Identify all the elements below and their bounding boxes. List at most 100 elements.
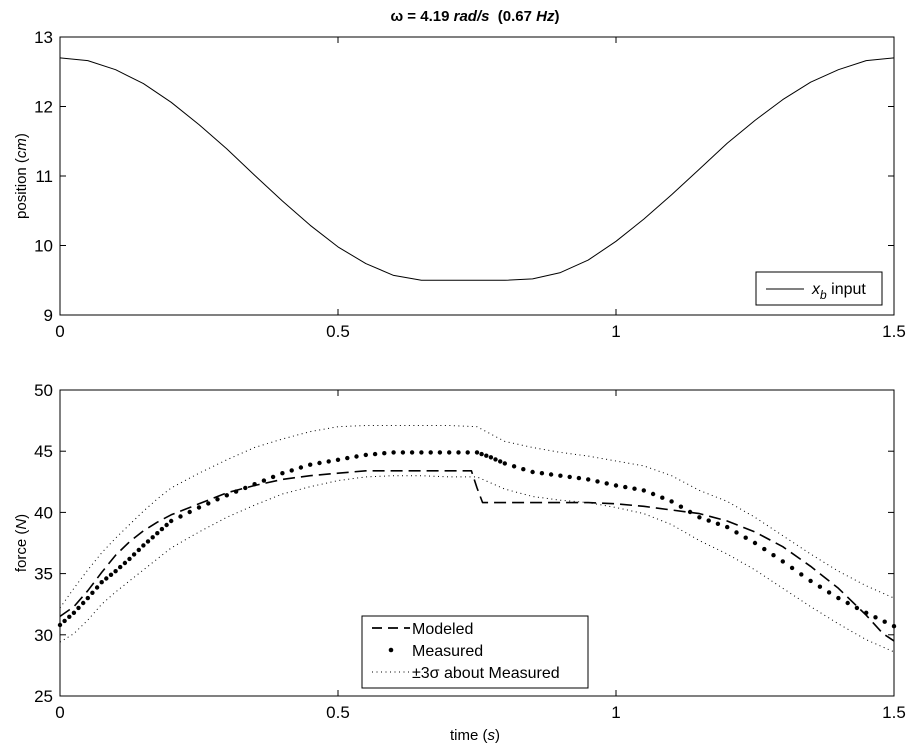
data-point-measured bbox=[99, 580, 104, 585]
data-point-measured bbox=[632, 486, 637, 491]
data-point-measured bbox=[743, 535, 748, 540]
x-axis-label-time: time (s) bbox=[450, 727, 500, 744]
data-point-measured bbox=[521, 467, 526, 472]
data-point-measured bbox=[136, 547, 141, 553]
y-tick-label: 45 bbox=[34, 442, 53, 461]
data-point-measured bbox=[71, 610, 77, 615]
data-point-measured bbox=[131, 552, 137, 557]
data-point-measured bbox=[474, 450, 480, 455]
legend-label-measured: Measured bbox=[412, 643, 483, 660]
data-point-measured bbox=[548, 472, 554, 477]
data-point-measured bbox=[502, 461, 507, 466]
x-tick-label: 1 bbox=[611, 703, 620, 722]
data-point-measured bbox=[762, 546, 767, 552]
data-point-measured bbox=[57, 622, 63, 628]
plot-area-bottom bbox=[59, 389, 895, 697]
data-point-measured bbox=[511, 464, 517, 469]
data-point-measured bbox=[498, 459, 503, 464]
data-point-measured bbox=[845, 600, 850, 606]
data-point-measured bbox=[808, 578, 813, 584]
data-point-measured bbox=[206, 501, 211, 506]
x-tick-label: 0.5 bbox=[326, 322, 350, 341]
data-point-measured bbox=[326, 459, 331, 464]
data-point-measured bbox=[382, 451, 387, 456]
y-tick-label: 13 bbox=[34, 28, 53, 47]
y-tick-label: 12 bbox=[34, 98, 53, 117]
y-tick-label: 10 bbox=[34, 237, 53, 256]
data-point-measured bbox=[456, 450, 461, 455]
y-axis-label-position: position (cm) bbox=[13, 133, 30, 219]
x-tick-label: 1 bbox=[611, 322, 620, 341]
data-point-measured bbox=[113, 569, 118, 574]
data-point-measured bbox=[252, 482, 257, 487]
legend-label-3sigma: ±3σ about Measured bbox=[412, 665, 560, 682]
data-point-measured bbox=[678, 504, 684, 509]
data-point-measured bbox=[354, 454, 359, 459]
data-point-measured bbox=[127, 556, 132, 562]
data-point-measured bbox=[780, 559, 785, 564]
x-tick-label: 1.5 bbox=[882, 703, 906, 722]
data-point-measured bbox=[155, 531, 160, 536]
data-point-measured bbox=[372, 451, 378, 457]
data-point-measured bbox=[108, 572, 114, 577]
data-point-measured bbox=[715, 521, 721, 526]
data-point-measured bbox=[641, 488, 646, 493]
data-point-measured bbox=[169, 518, 174, 524]
data-point-measured bbox=[335, 457, 341, 462]
data-point-measured bbox=[854, 605, 860, 611]
data-point-measured bbox=[576, 475, 582, 481]
axis-ticks-bottom: 0 0.5 1 1.5 25 30 35 40 45 50 bbox=[34, 381, 906, 722]
data-point-measured bbox=[493, 457, 498, 462]
y-tick-label: 11 bbox=[35, 167, 53, 186]
data-point-measured bbox=[687, 509, 693, 515]
legend-label-modeled: Modeled bbox=[412, 621, 473, 638]
data-point-measured bbox=[141, 543, 146, 548]
x-tick-label: 0 bbox=[55, 703, 64, 722]
y-tick-label: 35 bbox=[34, 565, 53, 584]
data-point-measured bbox=[650, 491, 656, 497]
y-tick-label: 25 bbox=[34, 687, 53, 706]
data-point-measured bbox=[799, 572, 804, 577]
y-tick-label: 9 bbox=[44, 306, 53, 325]
data-point-measured bbox=[104, 576, 109, 581]
data-point-measured bbox=[595, 479, 600, 484]
data-point-measured bbox=[289, 468, 294, 473]
data-point-measured bbox=[187, 509, 192, 515]
data-point-measured bbox=[317, 460, 322, 466]
data-point-measured bbox=[261, 478, 267, 483]
data-point-measured bbox=[178, 514, 183, 519]
data-point-measured bbox=[164, 522, 169, 528]
legend-box-bottom bbox=[361, 615, 589, 689]
data-point-measured bbox=[224, 493, 229, 498]
data-point-measured bbox=[613, 483, 619, 488]
legend-bottom: Modeled Measured ±3σ about Measured bbox=[361, 615, 589, 689]
data-point-measured bbox=[706, 518, 711, 523]
data-point-measured bbox=[345, 455, 350, 461]
x-tick-label: 0 bbox=[55, 322, 64, 341]
series-points-measured bbox=[57, 450, 897, 629]
y-tick-label: 40 bbox=[34, 503, 53, 522]
data-point-measured bbox=[586, 477, 591, 482]
data-point-measured bbox=[465, 450, 470, 455]
data-point-measured bbox=[437, 450, 443, 455]
y-axis-label-force: force (N) bbox=[13, 514, 30, 572]
data-point-measured bbox=[67, 614, 72, 619]
data-point-measured bbox=[826, 590, 832, 595]
axis-ticks-top: 0 0.5 1 1.5 9 10 11 12 13 bbox=[34, 28, 906, 341]
data-point-measured bbox=[539, 471, 545, 476]
legend-label-xb-input: xb input bbox=[811, 281, 866, 302]
data-point-measured bbox=[725, 524, 730, 530]
data-point-measured bbox=[90, 590, 95, 595]
series-layer-bottom bbox=[57, 425, 897, 653]
data-point-measured bbox=[233, 489, 239, 494]
data-point-measured bbox=[604, 481, 609, 486]
data-point-measured bbox=[118, 564, 123, 570]
data-point-measured bbox=[62, 618, 67, 624]
data-point-measured bbox=[752, 540, 758, 546]
data-point-measured bbox=[817, 584, 823, 589]
data-point-measured bbox=[771, 553, 776, 558]
data-point-measured bbox=[488, 455, 494, 460]
x-tick-label: 0.5 bbox=[326, 703, 350, 722]
data-point-measured bbox=[891, 624, 897, 629]
